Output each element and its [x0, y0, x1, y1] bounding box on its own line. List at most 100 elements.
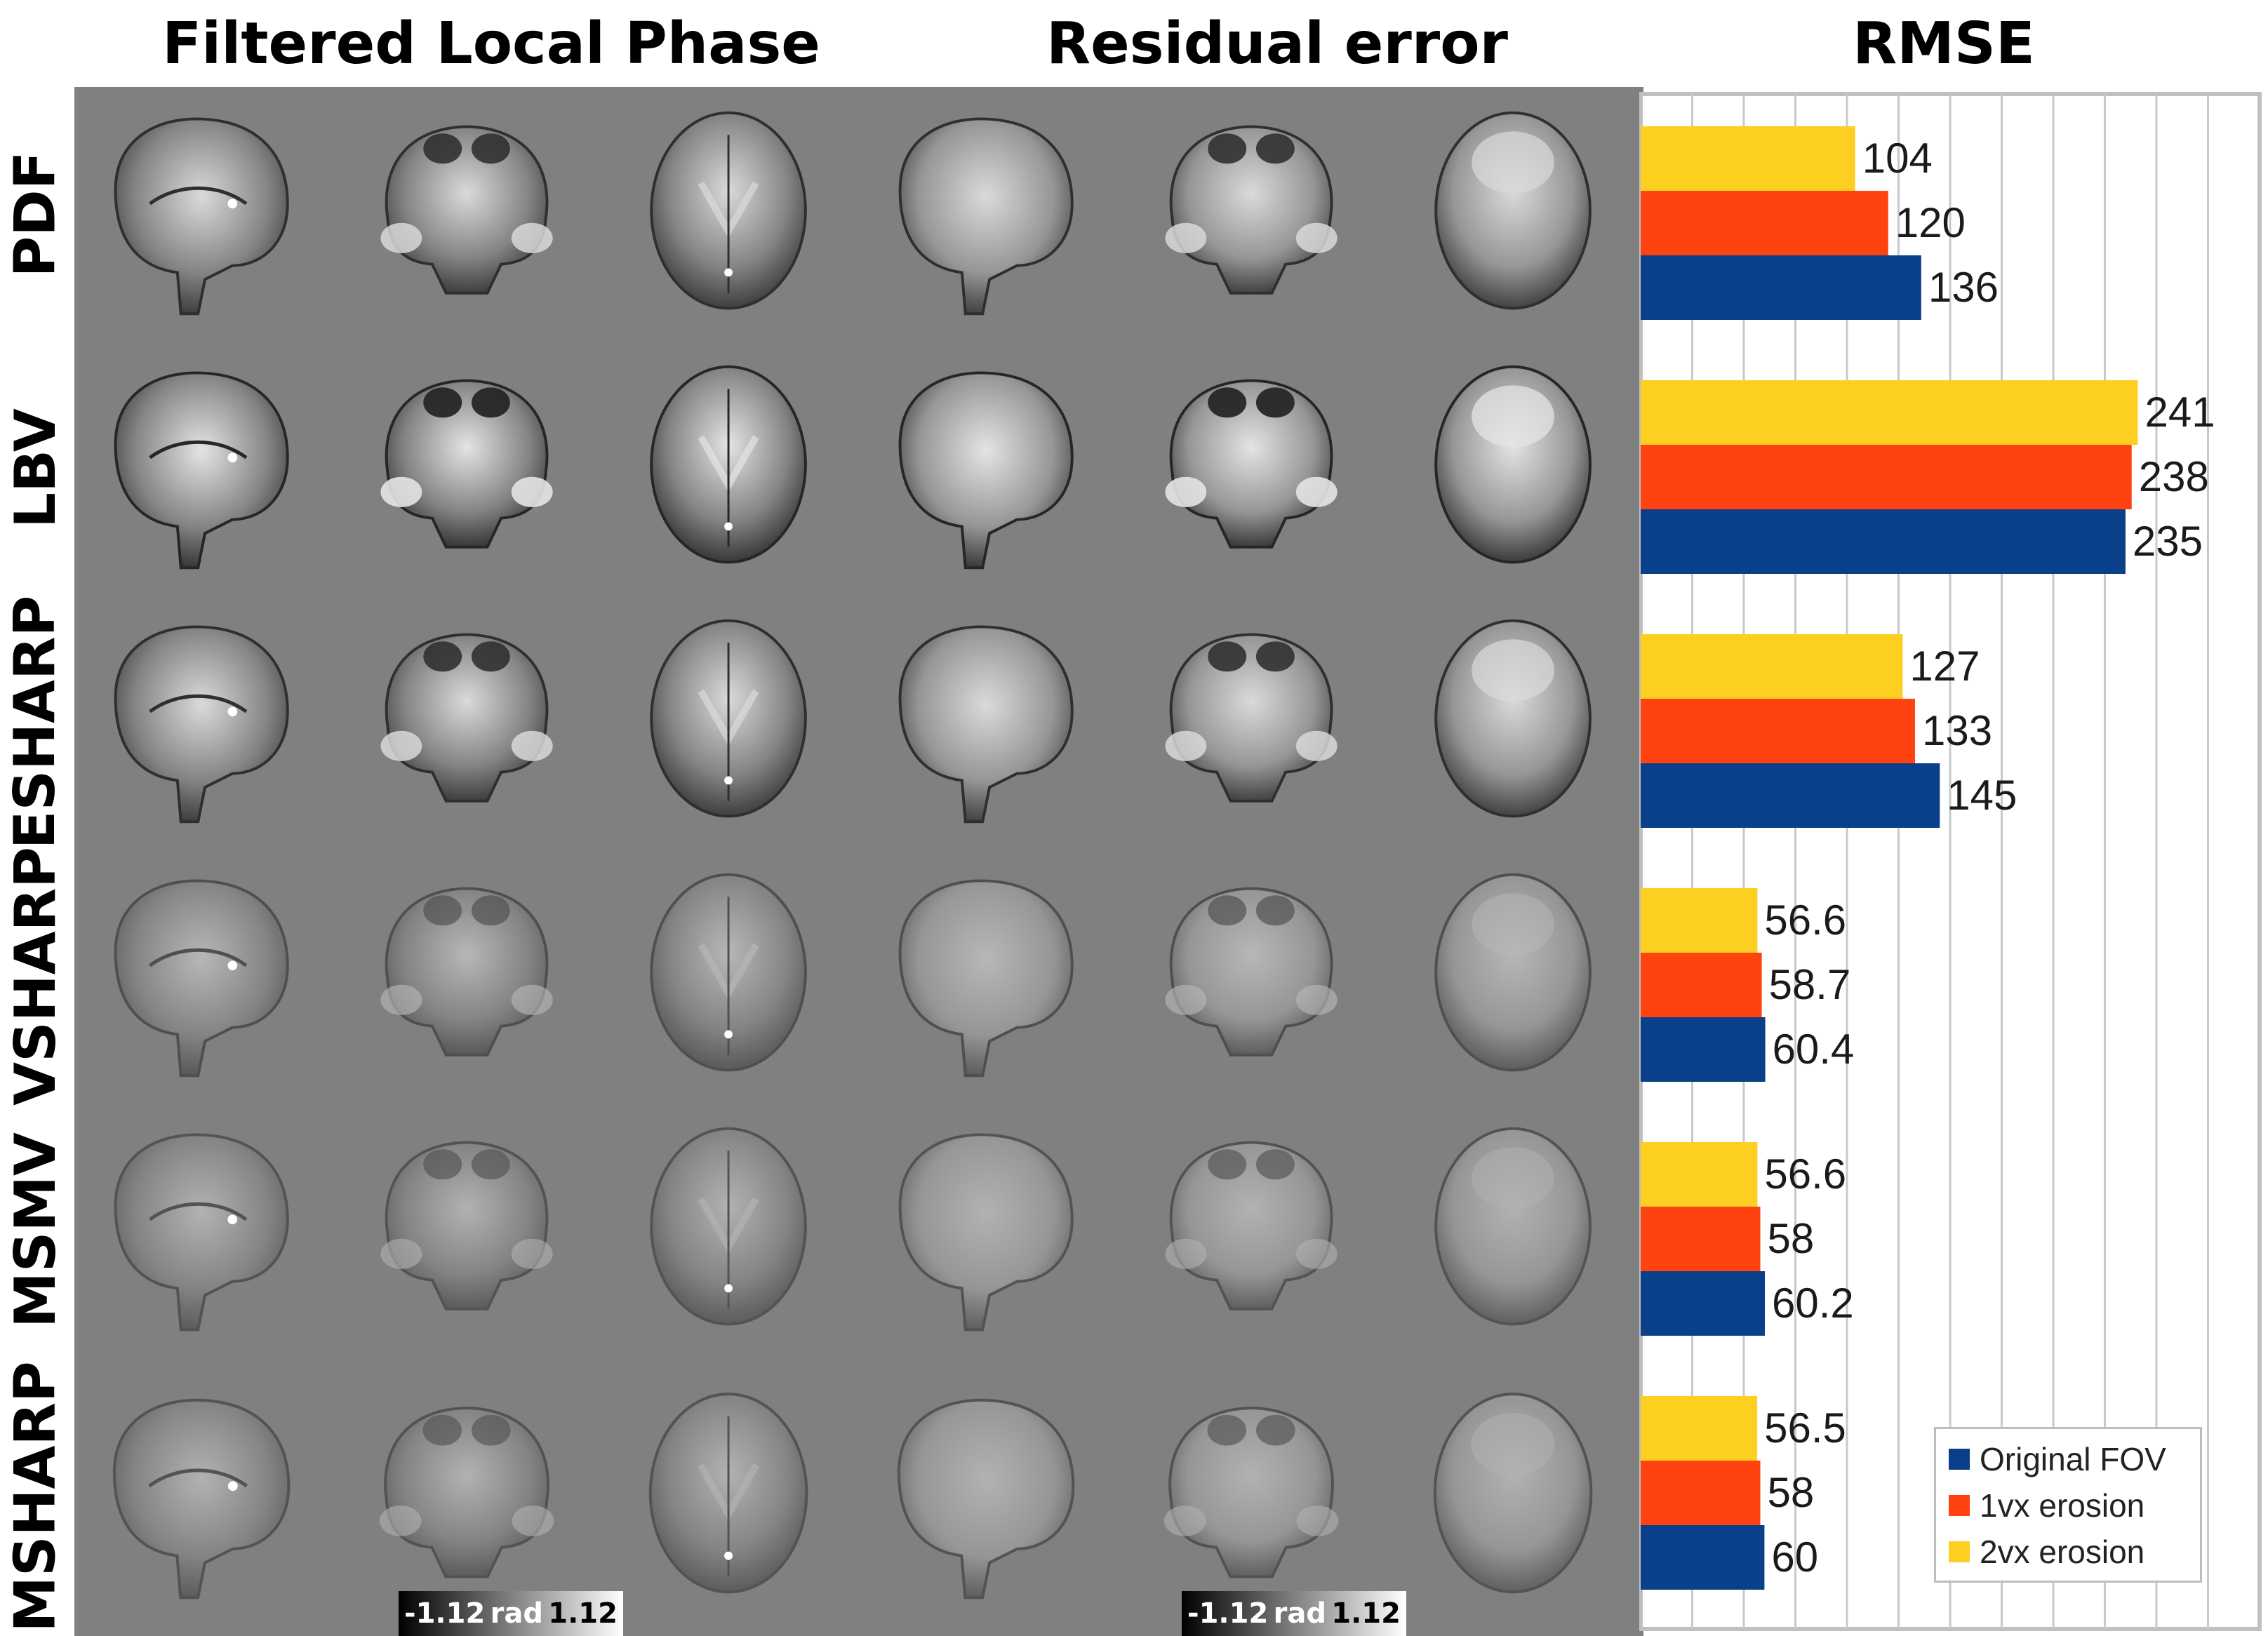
row-label-lbv: LBV: [2, 408, 68, 528]
bar-value-label: 120: [1895, 199, 1966, 246]
sagittal-slice-icon: [898, 879, 1074, 1078]
bar-value-label: 56.6: [1764, 1151, 1846, 1198]
bar-value-label: 133: [1922, 707, 1992, 754]
brain-image-grid: [74, 87, 1643, 1636]
residual-error-axial-cell: [1382, 595, 1643, 849]
colorbar-unit-label: rad: [490, 1597, 543, 1630]
residual-error-sagittal-cell: [859, 341, 1121, 595]
residual-error-sagittal-cell: [859, 1103, 1121, 1357]
axial-slice-icon: [648, 1392, 808, 1594]
axial-slice-icon: [1434, 365, 1592, 564]
bar-value-label: 238: [2139, 453, 2209, 500]
bar-lbv-original-fov: [1641, 509, 2126, 574]
bar-value-label: 58: [1768, 1469, 1815, 1516]
residual-error-sagittal-cell: [859, 1357, 1121, 1636]
local-phase-coronal-cell: [336, 87, 598, 341]
colorbar-max-label: 1.12: [548, 1597, 618, 1630]
residual-error-axial-cell: [1382, 1357, 1643, 1636]
bar-msmv-1vx-erosion: [1641, 1207, 1761, 1271]
bar-value-label: 58.7: [1769, 961, 1851, 1008]
legend-swatch: [1949, 1541, 1970, 1562]
local-phase-axial-cell: [597, 595, 859, 849]
residual-error-axial-cell: [1382, 341, 1643, 595]
sagittal-slice-icon: [898, 371, 1074, 570]
axial-slice-icon: [649, 619, 807, 818]
bar-msharp-1vx-erosion: [1641, 1461, 1761, 1525]
axial-slice-icon: [649, 873, 807, 1072]
bar-pdf-2vx-erosion: [1641, 126, 1855, 191]
residual-error-coronal-cell: [1121, 1103, 1382, 1357]
coronal-slice-icon: [380, 379, 553, 549]
rmse-chart: 104 120 136 241 238 235 127 133 145 56.6 58.7 60.4 5…: [1639, 87, 2268, 1636]
legend-label: 1vx erosion: [1980, 1487, 2145, 1524]
coronal-slice-icon: [380, 125, 553, 295]
residual-error-sagittal-cell: [859, 849, 1121, 1103]
axial-slice-icon: [1434, 873, 1592, 1072]
sagittal-slice-icon: [898, 1398, 1075, 1600]
axial-slice-icon: [649, 365, 807, 564]
bar-lbv-2vx-erosion: [1641, 380, 2138, 445]
bar-value-label: 136: [1928, 264, 1999, 311]
sagittal-slice-icon: [114, 879, 289, 1078]
coronal-slice-icon: [380, 1141, 553, 1310]
sagittal-slice-icon: [113, 1398, 291, 1600]
bar-vsharp-2vx-erosion: [1641, 888, 1758, 953]
bar-msmv-original-fov: [1641, 1271, 1765, 1336]
residual-error-coronal-cell: [1121, 849, 1382, 1103]
residual-error-axial-cell: [1382, 87, 1643, 341]
bar-value-label: 145: [1947, 772, 2017, 819]
axial-slice-icon: [649, 1127, 807, 1326]
bar-vsharp-1vx-erosion: [1641, 953, 1762, 1017]
bar-lbv-1vx-erosion: [1641, 445, 2132, 509]
row-label-pdf: PDF: [2, 151, 68, 277]
local-phase-axial-cell: [597, 1103, 859, 1357]
coronal-slice-icon: [380, 887, 553, 1057]
bar-value-label: 235: [2133, 518, 2203, 565]
sagittal-slice-icon: [114, 371, 289, 570]
bar-esharp-2vx-erosion: [1641, 634, 1903, 699]
row-label-esharp: ESHARP: [2, 595, 68, 849]
local-phase-sagittal-cell: [74, 1357, 336, 1636]
axial-slice-icon: [1434, 619, 1592, 818]
bar-value-label: 56.5: [1764, 1404, 1846, 1451]
colorbar-residual-error: -1.12 rad 1.12: [1182, 1591, 1406, 1636]
local-phase-coronal-cell: [336, 1357, 598, 1636]
residual-error-sagittal-cell: [859, 595, 1121, 849]
bar-msharp-original-fov: [1641, 1525, 1765, 1590]
sagittal-slice-icon: [114, 1133, 289, 1332]
sagittal-slice-icon: [898, 117, 1074, 316]
bar-value-label: 56.6: [1764, 897, 1846, 944]
local-phase-coronal-cell: [336, 341, 598, 595]
local-phase-coronal-cell: [336, 595, 598, 849]
bar-pdf-1vx-erosion: [1641, 191, 1888, 255]
coronal-slice-icon: [1165, 1141, 1338, 1310]
axial-slice-icon: [1434, 1127, 1592, 1326]
local-phase-axial-cell: [597, 87, 859, 341]
residual-error-coronal-cell: [1121, 595, 1382, 849]
local-phase-axial-cell: [597, 849, 859, 1103]
coronal-slice-icon: [1163, 1406, 1339, 1578]
title-filtered-local-phase: Filtered Local Phase: [162, 11, 820, 77]
row-label-msharp: MSHARP: [2, 1360, 68, 1632]
local-phase-axial-cell: [597, 1357, 859, 1636]
legend-swatch: [1949, 1449, 1970, 1470]
bar-value-label: 60.2: [1772, 1280, 1854, 1327]
residual-error-coronal-cell: [1121, 87, 1382, 341]
axial-slice-icon: [1433, 1392, 1592, 1594]
coronal-slice-icon: [379, 1406, 554, 1578]
residual-error-sagittal-cell: [859, 87, 1121, 341]
residual-error-coronal-cell: [1121, 341, 1382, 595]
sagittal-slice-icon: [898, 1133, 1074, 1332]
residual-error-coronal-cell: [1121, 1357, 1382, 1636]
legend-item-original-fov: Original FOV: [1949, 1436, 2187, 1482]
coronal-slice-icon: [1165, 125, 1338, 295]
bar-esharp-1vx-erosion: [1641, 699, 1916, 763]
bar-esharp-original-fov: [1641, 763, 1940, 828]
bar-msmv-2vx-erosion: [1641, 1142, 1758, 1207]
colorbar-max-label: 1.12: [1331, 1597, 1401, 1630]
sagittal-slice-icon: [114, 117, 289, 316]
local-phase-coronal-cell: [336, 849, 598, 1103]
bar-value-label: 241: [2145, 389, 2215, 436]
rmse-bar-chart: 104 120 136 241 238 235 127 133 145 56.6 58.7 60.4 5…: [1639, 92, 2262, 1631]
legend-item-1vx-erosion: 1vx erosion: [1949, 1482, 2187, 1529]
